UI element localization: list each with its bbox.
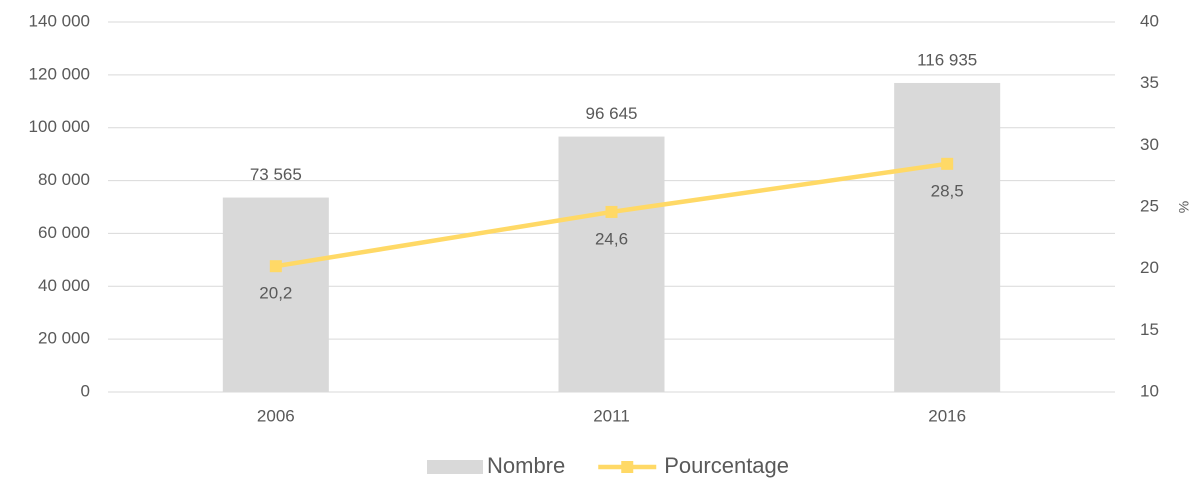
y-tick-label: 60 000 <box>38 223 90 242</box>
y-tick-label: 20 000 <box>38 329 90 348</box>
y-tick-label: 80 000 <box>38 170 90 189</box>
bar <box>222 197 329 392</box>
y-tick-label: 140 000 <box>29 11 90 30</box>
line-value-label: 28,5 <box>931 181 964 200</box>
bar-value-label: 73 565 <box>250 165 302 184</box>
y-tick-label: 120 000 <box>29 64 90 83</box>
x-tick-label: 2006 <box>257 406 295 425</box>
line-value-label: 24,6 <box>595 229 628 248</box>
bar <box>894 82 1001 393</box>
bar-value-label: 116 935 <box>917 50 977 69</box>
line-marker <box>269 260 282 273</box>
y2-tick-label: 35 <box>1140 73 1159 92</box>
y2-tick-label: 30 <box>1140 135 1159 154</box>
legend-label: Nombre <box>487 453 565 478</box>
bar <box>558 136 665 392</box>
x-tick-label: 2011 <box>593 406 630 425</box>
y-tick-label: 40 000 <box>38 276 90 295</box>
y2-axis-label: % <box>1176 201 1192 213</box>
x-tick-label: 2016 <box>928 406 966 425</box>
legend-swatch-marker <box>621 461 634 473</box>
bar-value-label: 96 645 <box>586 104 638 123</box>
y2-tick-label: 10 <box>1140 381 1159 400</box>
line-value-label: 20,2 <box>259 284 292 303</box>
y2-tick-label: 40 <box>1140 11 1159 30</box>
legend-label: Pourcentage <box>664 453 789 478</box>
line-marker <box>941 157 954 170</box>
y2-tick-label: 15 <box>1140 320 1159 339</box>
y-tick-label: 0 <box>81 381 90 400</box>
legend-swatch <box>427 460 483 474</box>
y2-tick-label: 25 <box>1140 196 1159 215</box>
y-tick-label: 100 000 <box>29 117 90 136</box>
line-marker <box>605 205 618 218</box>
y2-tick-label: 20 <box>1140 258 1159 277</box>
